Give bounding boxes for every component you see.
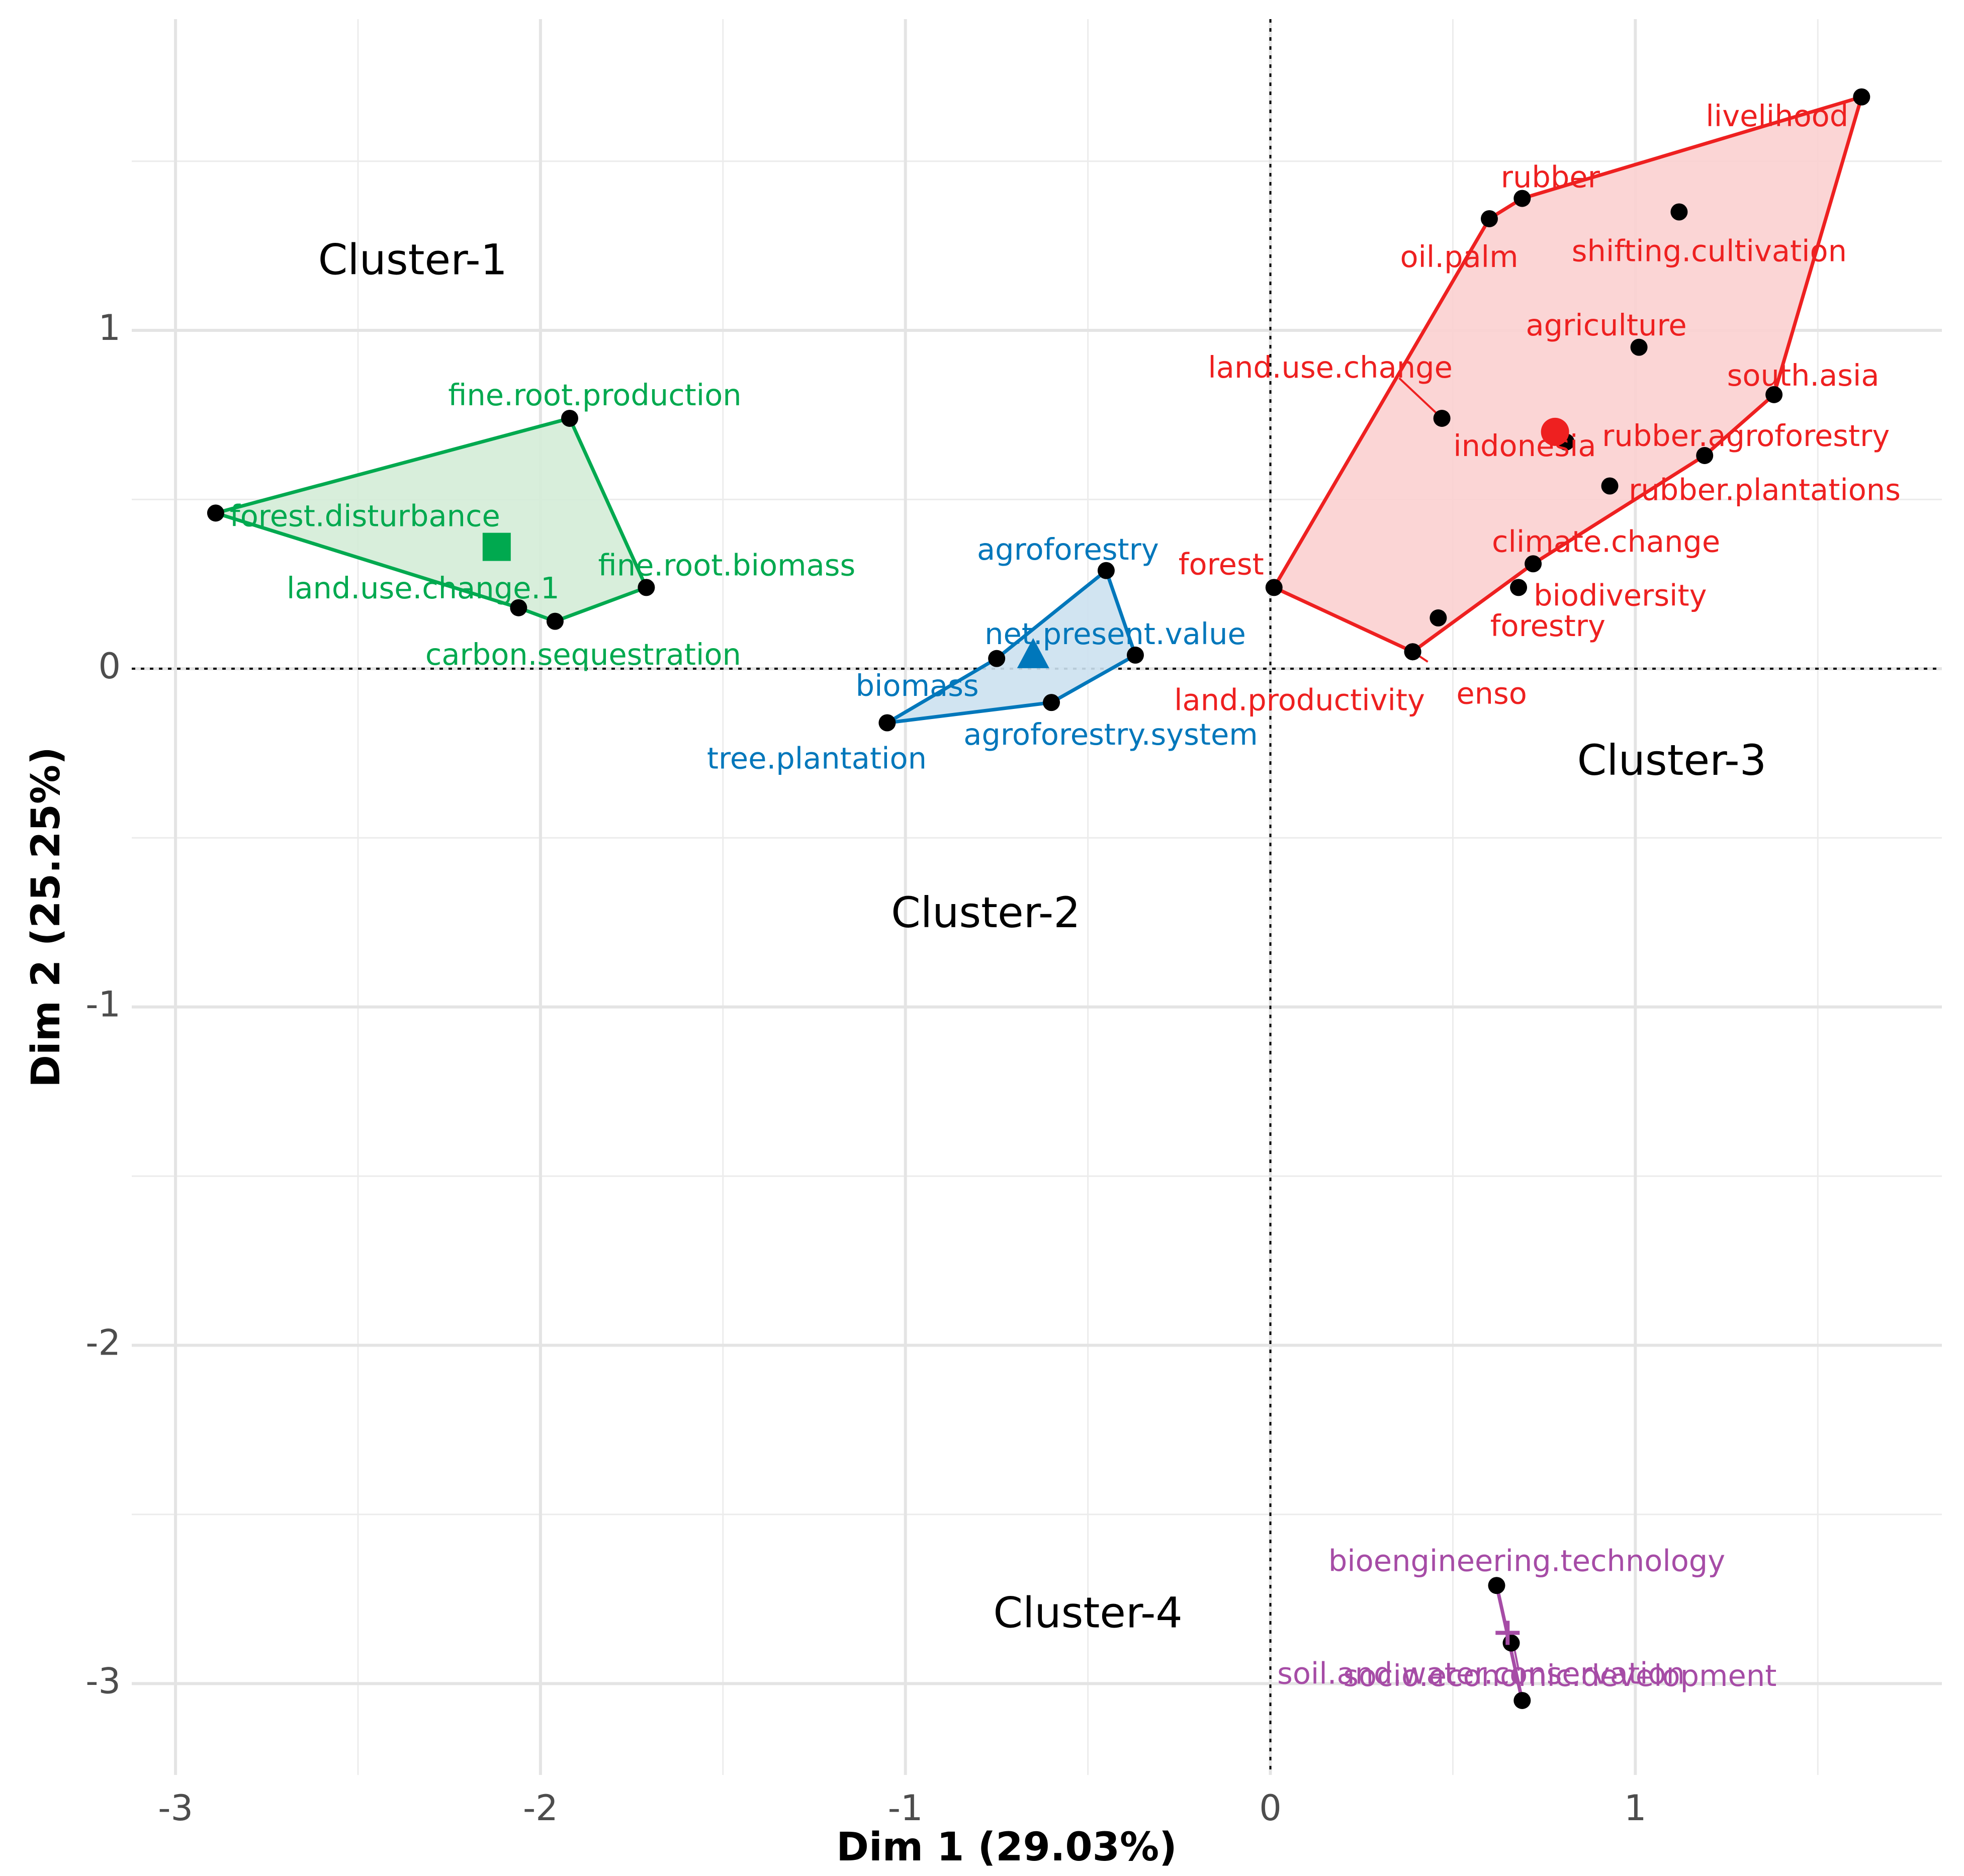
y-tick-label: 1 bbox=[98, 307, 121, 348]
label-fine-root-biomass: fine.root.biomass bbox=[598, 548, 856, 582]
point-forest bbox=[1265, 579, 1283, 596]
x-tick-label: -3 bbox=[158, 1788, 193, 1829]
cluster-label-cluster-1: Cluster-1 bbox=[318, 235, 508, 284]
label-net-present-value: net.present.value bbox=[985, 616, 1246, 651]
cluster-label-cluster-2: Cluster-2 bbox=[891, 888, 1081, 937]
point-biodiversity bbox=[1510, 579, 1528, 596]
y-axis-title: Dim 2 (25.25%) bbox=[24, 747, 69, 1088]
x-tick-label: 0 bbox=[1259, 1788, 1282, 1829]
cluster-hulls bbox=[214, 95, 1863, 1701]
label-forestry: forestry bbox=[1490, 608, 1605, 643]
label-forest-disturbance: forest.disturbance bbox=[230, 498, 500, 533]
point-livelihood bbox=[1853, 88, 1870, 106]
cluster-label-cluster-4: Cluster-4 bbox=[993, 1588, 1183, 1638]
point-agroforestry bbox=[1097, 562, 1115, 579]
label-bioengineering-technology: bioengineering.technology bbox=[1328, 1543, 1725, 1578]
centroid-cluster-1 bbox=[482, 532, 511, 561]
point-land-use-change bbox=[1433, 409, 1451, 427]
label-land-use-change-1: land.use.change.1 bbox=[287, 571, 560, 605]
point-agroforestry-system bbox=[1043, 694, 1060, 711]
label-climate-change: climate.change bbox=[1492, 524, 1720, 559]
cluster-labels: Cluster-1 Cluster-2 Cluster-3 Cluster-4 bbox=[318, 235, 1767, 1637]
point-agriculture bbox=[1630, 338, 1648, 356]
point-soil-and-water-conservation bbox=[1502, 1634, 1520, 1652]
point-rubber-agroforestry bbox=[1696, 446, 1714, 464]
label-south-asia: south.asia bbox=[1727, 358, 1880, 393]
label-socio-economic-development: socio.economic.development bbox=[1343, 1658, 1776, 1693]
hull-cluster-1 bbox=[214, 416, 648, 623]
x-tick-label: 1 bbox=[1624, 1788, 1647, 1829]
leader-land-use-change bbox=[1398, 377, 1443, 419]
point-net-present-value bbox=[1126, 646, 1144, 664]
label-agroforestry-system: agroforestry.system bbox=[963, 717, 1258, 752]
point-tree-plantation bbox=[878, 714, 896, 732]
label-indonesia: indonesia bbox=[1453, 428, 1596, 463]
label-forest: forest bbox=[1179, 547, 1264, 581]
point-land-productivity bbox=[1404, 643, 1421, 661]
point-rubber-plantations bbox=[1601, 477, 1619, 495]
point-forestry bbox=[1430, 609, 1447, 627]
label-rubber-plantations: rubber.plantations bbox=[1629, 473, 1901, 507]
label-rubber-agroforestry: rubber.agroforestry bbox=[1602, 418, 1890, 453]
label-rubber: rubber bbox=[1501, 160, 1600, 195]
x-axis-title: Dim 1 (29.03%) bbox=[836, 1825, 1177, 1870]
y-axis-ticks: -3 -2 -1 0 1 bbox=[85, 307, 121, 1702]
label-carbon-sequestration: carbon.sequestration bbox=[425, 637, 741, 672]
label-biodiversity: biodiversity bbox=[1534, 578, 1707, 612]
cluster-label-cluster-3: Cluster-3 bbox=[1577, 736, 1767, 785]
label-agroforestry: agroforestry bbox=[977, 532, 1159, 567]
y-tick-label: -3 bbox=[85, 1660, 121, 1702]
point-biomass bbox=[988, 650, 1006, 667]
point-bioengineering-technology bbox=[1488, 1577, 1505, 1594]
label-fine-root-production: fine.root.production bbox=[448, 378, 741, 412]
centroid-cluster-2 bbox=[1017, 638, 1049, 668]
point-oil-palm bbox=[1481, 210, 1498, 227]
point-fine-root-biomass bbox=[638, 579, 655, 596]
label-land-productivity: land.productivity bbox=[1174, 682, 1425, 717]
x-tick-label: -2 bbox=[523, 1788, 558, 1829]
point-shifting-cultivation bbox=[1670, 203, 1688, 221]
label-agriculture: agriculture bbox=[1526, 308, 1686, 342]
label-biomass: biomass bbox=[856, 668, 979, 703]
data-points bbox=[207, 88, 1870, 1709]
label-shifting-cultivation: shifting.cultivation bbox=[1572, 234, 1847, 269]
label-land-use-change: land.use.change bbox=[1208, 350, 1452, 385]
label-enso: enso bbox=[1456, 676, 1527, 710]
point-forest-disturbance bbox=[207, 504, 224, 522]
hull-cluster-2 bbox=[885, 569, 1137, 725]
point-labels: fine.root.production forest.disturbance fi… bbox=[230, 99, 1901, 1693]
centroid-cluster-3 bbox=[1541, 417, 1569, 446]
label-livelihood: livelihood bbox=[1706, 99, 1848, 133]
label-soil-and-water-conservation: soil.and.water.conservation bbox=[1277, 1656, 1685, 1691]
label-oil-palm: oil.palm bbox=[1400, 239, 1518, 274]
y-tick-label: -1 bbox=[85, 984, 121, 1025]
point-rubber bbox=[1513, 190, 1531, 207]
x-axis-ticks: -3 -2 -1 0 1 bbox=[158, 1788, 1646, 1829]
point-climate-change bbox=[1525, 555, 1542, 573]
y-tick-label: -2 bbox=[85, 1322, 121, 1364]
cluster-centroids bbox=[482, 417, 1569, 1645]
point-socio-economic-development bbox=[1513, 1691, 1531, 1709]
point-fine-root-production bbox=[561, 409, 578, 427]
y-tick-label: 0 bbox=[98, 646, 121, 687]
point-carbon-sequestration bbox=[546, 612, 564, 630]
centroid-cluster-4 bbox=[1495, 1621, 1520, 1645]
x-tick-label: -1 bbox=[888, 1788, 923, 1829]
point-land-use-change-1 bbox=[510, 599, 527, 616]
label-tree-plantation: tree.plantation bbox=[707, 741, 927, 776]
point-south-asia bbox=[1765, 386, 1783, 403]
